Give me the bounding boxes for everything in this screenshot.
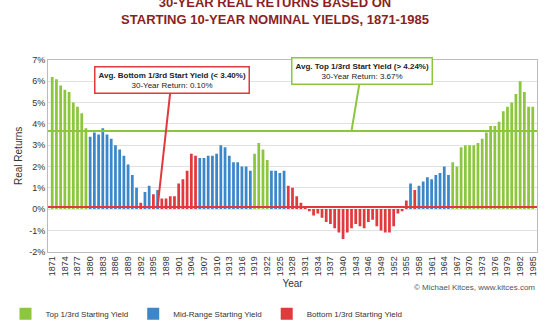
svg-text:1949: 1949 <box>376 256 386 276</box>
svg-text:1982: 1982 <box>515 256 525 276</box>
svg-text:Top 1/3rd Starting Yield: Top 1/3rd Starting Yield <box>46 310 129 319</box>
svg-text:© Michael Kitces, www.kitces.c: © Michael Kitces, www.kitces.com <box>414 283 535 292</box>
svg-text:1886: 1886 <box>110 256 120 276</box>
svg-text:6%: 6% <box>32 76 45 86</box>
svg-text:3%: 3% <box>32 140 45 150</box>
svg-text:1931: 1931 <box>300 256 310 276</box>
svg-text:1961: 1961 <box>427 256 437 276</box>
svg-text:Bottom 1/3rd Starting Yield: Bottom 1/3rd Starting Yield <box>307 310 402 319</box>
svg-text:30-YEAR REAL RETURNS BASED ONS: 30-YEAR REAL RETURNS BASED ONSTARTING 10… <box>121 0 429 26</box>
svg-text:1913: 1913 <box>224 256 234 276</box>
svg-text:1871: 1871 <box>47 256 57 276</box>
svg-text:1874: 1874 <box>60 256 70 276</box>
svg-text:1967: 1967 <box>452 256 462 276</box>
svg-text:-1%: -1% <box>29 226 45 236</box>
svg-text:1922: 1922 <box>262 256 272 276</box>
svg-text:1958: 1958 <box>414 256 424 276</box>
svg-text:1955: 1955 <box>401 256 411 276</box>
svg-text:1892: 1892 <box>136 256 146 276</box>
svg-text:1877: 1877 <box>72 256 82 276</box>
svg-text:1904: 1904 <box>186 256 196 276</box>
svg-text:4%: 4% <box>32 119 45 129</box>
svg-text:1889: 1889 <box>123 256 133 276</box>
svg-text:1943: 1943 <box>351 256 361 276</box>
svg-text:1925: 1925 <box>275 256 285 276</box>
svg-text:-2%: -2% <box>29 247 45 257</box>
svg-text:1985: 1985 <box>528 256 538 276</box>
svg-text:Year: Year <box>282 278 303 289</box>
svg-text:1928: 1928 <box>287 256 297 276</box>
svg-text:1946: 1946 <box>363 256 373 276</box>
svg-text:7%: 7% <box>32 55 45 65</box>
svg-text:1919: 1919 <box>249 256 259 276</box>
svg-text:Avg. Bottom 1/3rd Start Yield: Avg. Bottom 1/3rd Start Yield (< 3.40%)3… <box>99 71 246 90</box>
svg-text:1940: 1940 <box>338 256 348 276</box>
svg-text:1910: 1910 <box>212 256 222 276</box>
svg-text:1952: 1952 <box>389 256 399 276</box>
svg-text:5%: 5% <box>32 98 45 108</box>
svg-text:0%: 0% <box>32 204 45 214</box>
svg-text:2%: 2% <box>32 162 45 172</box>
svg-text:1898: 1898 <box>161 256 171 276</box>
svg-text:Mid-Range Starting Yield: Mid-Range Starting Yield <box>173 310 262 319</box>
svg-text:1883: 1883 <box>98 256 108 276</box>
svg-text:1%: 1% <box>32 183 45 193</box>
svg-text:1979: 1979 <box>502 256 512 276</box>
svg-text:1976: 1976 <box>490 256 500 276</box>
svg-text:1973: 1973 <box>477 256 487 276</box>
svg-text:Avg. Top 1/3rd Start Yield (>: Avg. Top 1/3rd Start Yield (> 4.24%)30-Y… <box>296 62 429 81</box>
svg-text:1934: 1934 <box>313 256 323 276</box>
svg-text:1937: 1937 <box>325 256 335 276</box>
svg-text:Real Returns: Real Returns <box>13 127 24 185</box>
svg-text:1907: 1907 <box>199 256 209 276</box>
svg-text:1964: 1964 <box>439 256 449 276</box>
svg-text:1880: 1880 <box>85 256 95 276</box>
svg-text:1895: 1895 <box>148 256 158 276</box>
svg-text:1916: 1916 <box>237 256 247 276</box>
svg-text:1901: 1901 <box>174 256 184 276</box>
svg-text:1970: 1970 <box>464 256 474 276</box>
